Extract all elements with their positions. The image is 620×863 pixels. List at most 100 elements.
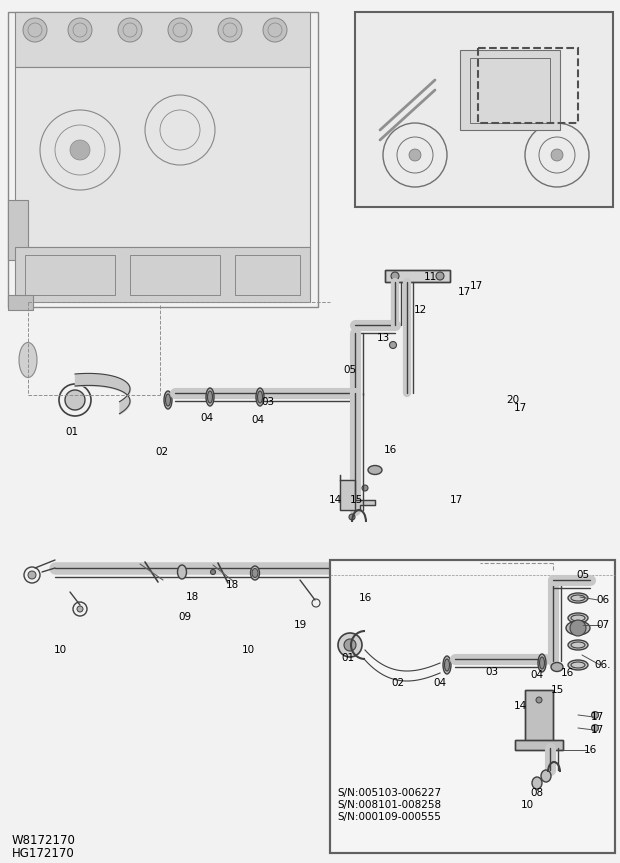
Text: 06.: 06.	[595, 660, 611, 670]
Bar	[330, 560, 615, 853]
Bar	[130, 255, 220, 295]
Bar	[15, 247, 310, 302]
Text: 10: 10	[53, 645, 66, 655]
Ellipse shape	[591, 725, 598, 732]
Circle shape	[118, 18, 142, 42]
Text: 13: 13	[376, 333, 389, 343]
Ellipse shape	[349, 514, 355, 520]
Ellipse shape	[568, 640, 588, 650]
Circle shape	[23, 18, 47, 42]
Bar	[355, 12, 613, 207]
Bar	[15, 12, 310, 67]
Ellipse shape	[164, 391, 172, 409]
Text: 17: 17	[458, 287, 471, 297]
Text: 16: 16	[560, 668, 574, 678]
Circle shape	[218, 18, 242, 42]
Text: 17: 17	[590, 725, 604, 735]
Ellipse shape	[177, 565, 187, 579]
Circle shape	[409, 149, 421, 161]
Text: 04: 04	[252, 415, 265, 425]
Ellipse shape	[568, 613, 588, 623]
Ellipse shape	[19, 343, 37, 377]
Text: 08: 08	[531, 788, 544, 798]
Bar	[385, 270, 450, 282]
Bar	[515, 740, 563, 750]
Text: 15: 15	[350, 495, 363, 505]
Text: 17: 17	[590, 712, 604, 722]
Bar	[355, 12, 613, 207]
Circle shape	[168, 18, 192, 42]
Circle shape	[65, 390, 85, 410]
Bar	[8, 12, 318, 307]
Text: 09: 09	[179, 612, 192, 622]
Circle shape	[344, 639, 356, 651]
Bar	[15, 67, 310, 247]
Ellipse shape	[436, 272, 444, 280]
Text: 02: 02	[156, 447, 169, 457]
Text: 18: 18	[226, 580, 239, 590]
Text: 04: 04	[433, 678, 446, 688]
Polygon shape	[340, 475, 375, 510]
Ellipse shape	[532, 777, 542, 789]
Ellipse shape	[257, 391, 262, 403]
Text: 16: 16	[383, 445, 397, 455]
Text: S/N:000109-000555: S/N:000109-000555	[337, 812, 441, 822]
Text: 17: 17	[469, 281, 482, 291]
Text: 03: 03	[262, 397, 275, 407]
Ellipse shape	[541, 770, 551, 782]
Text: 16: 16	[583, 745, 596, 755]
Ellipse shape	[250, 566, 260, 580]
Ellipse shape	[445, 659, 449, 671]
Ellipse shape	[256, 388, 264, 406]
Circle shape	[28, 571, 36, 579]
Bar	[525, 690, 553, 745]
Text: S/N:005103-006227: S/N:005103-006227	[337, 788, 441, 798]
Ellipse shape	[443, 656, 451, 674]
Text: 16: 16	[358, 593, 371, 603]
Text: 17: 17	[513, 403, 526, 413]
Bar	[525, 690, 553, 745]
Text: 17: 17	[450, 495, 463, 505]
Bar	[460, 50, 560, 130]
Bar	[8, 295, 33, 310]
Text: S/N:008101-008258: S/N:008101-008258	[337, 800, 441, 810]
Ellipse shape	[551, 663, 563, 671]
Text: 04: 04	[200, 413, 213, 423]
Text: 05: 05	[343, 365, 356, 375]
Ellipse shape	[539, 657, 544, 669]
Ellipse shape	[211, 570, 216, 575]
Circle shape	[263, 18, 287, 42]
Ellipse shape	[389, 342, 397, 349]
Ellipse shape	[368, 465, 382, 475]
Text: 10: 10	[520, 800, 534, 810]
Ellipse shape	[206, 388, 214, 406]
Text: 04: 04	[531, 670, 544, 680]
Ellipse shape	[391, 272, 399, 280]
Ellipse shape	[591, 711, 598, 719]
Text: 05: 05	[577, 570, 590, 580]
Ellipse shape	[166, 394, 171, 406]
Ellipse shape	[369, 563, 381, 581]
Text: 06: 06	[596, 595, 609, 605]
Ellipse shape	[536, 697, 542, 703]
Bar	[25, 255, 115, 295]
Text: 12: 12	[414, 305, 427, 315]
Ellipse shape	[538, 654, 546, 672]
Text: 03: 03	[485, 667, 498, 677]
Text: 01: 01	[66, 427, 79, 437]
Text: 18: 18	[185, 592, 198, 602]
Text: 02: 02	[391, 678, 405, 688]
Bar	[235, 255, 300, 295]
Ellipse shape	[208, 391, 213, 403]
Ellipse shape	[566, 621, 590, 635]
Bar	[515, 740, 563, 750]
Text: 01: 01	[342, 653, 355, 663]
Text: 20: 20	[507, 395, 520, 405]
Text: 15: 15	[551, 685, 564, 695]
Text: 10: 10	[241, 645, 255, 655]
Text: 19: 19	[293, 620, 307, 630]
Ellipse shape	[568, 593, 588, 603]
Circle shape	[551, 149, 563, 161]
Text: W8172170: W8172170	[12, 834, 76, 847]
Text: 07: 07	[596, 620, 609, 630]
